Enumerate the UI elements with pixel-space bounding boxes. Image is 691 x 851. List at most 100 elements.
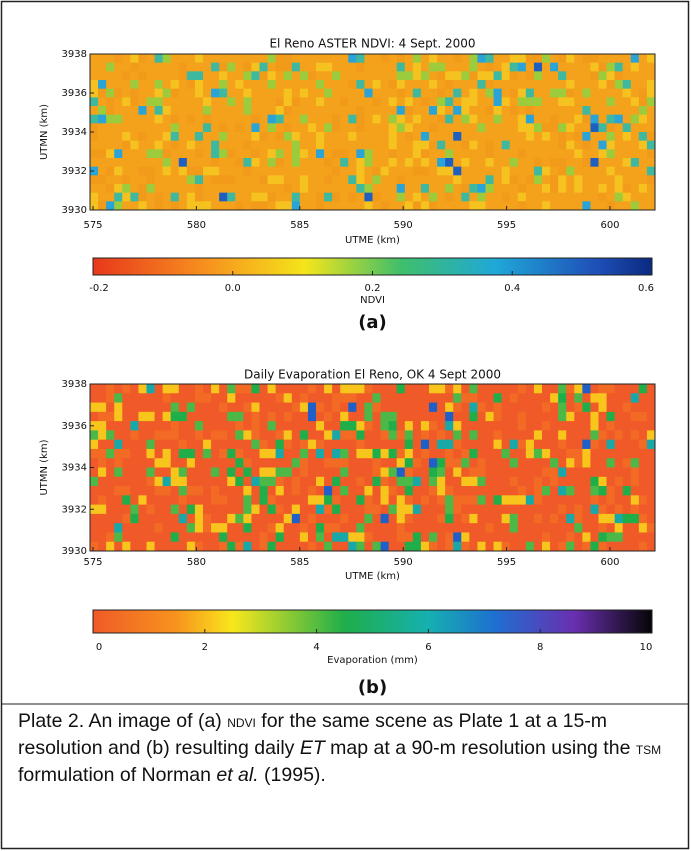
- colorbar-tick-label: 6: [425, 642, 431, 653]
- map-pixel: [283, 448, 293, 459]
- map-pixel: [162, 106, 172, 116]
- map-pixel: [307, 430, 317, 441]
- map-pixel: [420, 384, 430, 394]
- map-pixel: [291, 411, 301, 422]
- map-pixel: [146, 504, 155, 515]
- map-pixel: [372, 495, 381, 506]
- map-pixel: [493, 532, 503, 543]
- map-pixel: [566, 393, 575, 403]
- map-pixel: [388, 532, 398, 543]
- map-pixel: [267, 430, 277, 441]
- map-pixel: [106, 201, 115, 211]
- map-pixel: [445, 71, 454, 81]
- map-pixel: [493, 393, 503, 403]
- map-pixel: [130, 71, 139, 81]
- map-pixel: [501, 476, 511, 487]
- map-pixel: [396, 476, 406, 487]
- map-pixel: [501, 504, 511, 515]
- map-pixel: [493, 402, 503, 413]
- map-pixel: [404, 80, 414, 90]
- map-pixel: [98, 184, 107, 194]
- map-pixel: [98, 476, 107, 487]
- map-pixel: [138, 523, 147, 533]
- map-pixel: [90, 504, 99, 515]
- map-pixel: [453, 88, 462, 98]
- map-pixel: [316, 71, 325, 81]
- map-pixel: [469, 541, 478, 552]
- map-pixel: [90, 467, 99, 478]
- map-pixel: [501, 439, 511, 450]
- map-pixel: [364, 114, 373, 124]
- map-pixel: [364, 54, 373, 64]
- map-pixel: [114, 184, 123, 194]
- map-pixel: [154, 88, 164, 98]
- map-pixel: [203, 532, 212, 543]
- map-pixel: [590, 439, 599, 450]
- map-pixel: [275, 421, 285, 431]
- map-pixel: [259, 448, 268, 459]
- map-pixel: [146, 495, 155, 506]
- map-pixel: [211, 458, 220, 468]
- map-pixel: [558, 513, 567, 524]
- map-pixel: [162, 486, 172, 496]
- map-pixel: [380, 62, 390, 72]
- map-pixel: [186, 439, 196, 450]
- map-pixel: [138, 106, 147, 116]
- map-pixel: [90, 476, 99, 487]
- map-pixel: [598, 458, 607, 468]
- map-pixel: [364, 467, 373, 478]
- map-pixel: [275, 97, 285, 107]
- map-pixel: [162, 476, 172, 487]
- map-pixel: [469, 430, 478, 441]
- map-pixel: [243, 88, 252, 98]
- map-pixel: [630, 123, 640, 133]
- map-pixel: [558, 158, 567, 168]
- map-pixel: [348, 402, 357, 413]
- map-pixel: [194, 166, 204, 176]
- map-pixel: [542, 486, 551, 496]
- map-pixel: [525, 504, 535, 515]
- map-pixel: [90, 114, 99, 124]
- map-pixel: [340, 140, 349, 150]
- map-pixel: [211, 97, 220, 107]
- map-pixel: [340, 184, 349, 194]
- map-pixel: [437, 114, 446, 124]
- map-pixel: [299, 430, 309, 441]
- map-pixel: [525, 166, 535, 176]
- map-pixel: [291, 393, 301, 403]
- map-pixel: [533, 184, 543, 194]
- map-pixel: [138, 402, 147, 413]
- map-pixel: [251, 486, 260, 496]
- map-pixel: [614, 192, 624, 202]
- map-pixel: [251, 411, 260, 422]
- map-pixel: [203, 393, 212, 403]
- map-pixel: [525, 532, 535, 543]
- map-pixel: [622, 123, 632, 133]
- map-pixel: [186, 402, 196, 413]
- map-pixel: [114, 393, 123, 403]
- map-pixel: [170, 411, 180, 422]
- map-pixel: [332, 448, 341, 459]
- map-pixel: [638, 495, 648, 506]
- map-pixel: [340, 54, 349, 64]
- map-pixel: [517, 504, 527, 515]
- map-pixel: [533, 486, 543, 496]
- map-pixel: [307, 71, 317, 81]
- map-pixel: [170, 486, 180, 496]
- map-pixel: [469, 476, 478, 487]
- map-pixel: [291, 513, 301, 524]
- map-pixel: [646, 495, 656, 506]
- map-pixel: [574, 467, 583, 478]
- map-pixel: [380, 486, 390, 496]
- map-pixel: [259, 411, 268, 422]
- map-pixel: [396, 411, 406, 422]
- map-pixel: [485, 448, 494, 459]
- map-pixel: [194, 184, 204, 194]
- map-pixel: [437, 467, 446, 478]
- map-pixel: [412, 532, 422, 543]
- map-pixel: [396, 448, 406, 459]
- map-pixel: [477, 88, 486, 98]
- map-pixel: [114, 97, 123, 107]
- map-pixel: [493, 88, 503, 98]
- map-pixel: [622, 201, 632, 211]
